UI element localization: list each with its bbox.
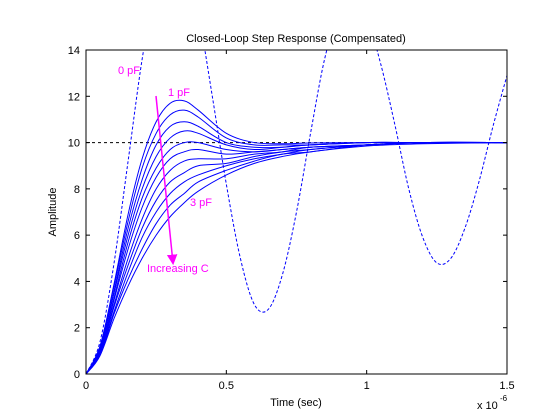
x-exponent-power: -6 <box>500 394 508 403</box>
ticks: 0 0.5 1 1.5 0 2 4 6 8 10 12 14 <box>68 45 515 392</box>
trend-arrow <box>155 95 178 266</box>
response-line <box>86 141 507 374</box>
response-line <box>86 130 507 374</box>
x-tick-label: 1.5 <box>499 380 514 392</box>
chart-title: Closed-Loop Step Response (Compensated) <box>186 33 406 45</box>
y-axis-label: Amplitude <box>47 188 59 237</box>
annotation: Increasing C <box>147 263 209 275</box>
y-tick-label: 14 <box>68 45 80 57</box>
y-tick-label: 4 <box>74 276 80 288</box>
y-tick-label: 8 <box>74 184 80 196</box>
y-tick-label: 6 <box>74 230 80 242</box>
y-tick-label: 0 <box>74 369 80 381</box>
plot-content <box>86 50 507 374</box>
annotation: 0 pF <box>118 65 140 77</box>
y-tick-label: 12 <box>68 91 80 103</box>
plot-area <box>86 50 507 374</box>
response-line <box>86 141 507 374</box>
x-exponent-base: x 10 <box>477 400 498 412</box>
annotation: 1 pF <box>168 87 190 99</box>
y-tick-label: 10 <box>68 138 80 150</box>
x-tick-label: 0 <box>83 380 89 392</box>
response-line <box>86 142 507 374</box>
x-tick-label: 0.5 <box>219 380 234 392</box>
axes-box <box>85 49 508 375</box>
y-tick-label: 2 <box>74 323 80 335</box>
x-tick-label: 1 <box>364 380 370 392</box>
x-axis-label: Time (sec) <box>270 397 322 409</box>
response-line <box>86 141 507 374</box>
annotation: 3 pF <box>190 197 212 209</box>
